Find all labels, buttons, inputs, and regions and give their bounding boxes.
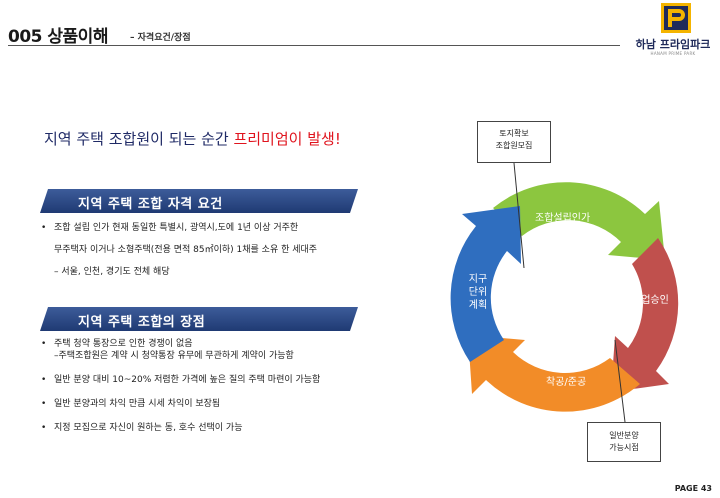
cycle-segment-red [611, 238, 679, 392]
cycle-segment-blue [450, 206, 521, 362]
item-subline: –주택조합원은 계약 시 청약통장 유무에 무관하게 계약이 가능함 [54, 351, 294, 361]
segment-label-blue: 지구 단위 계획 [468, 274, 488, 311]
item-line: 주택 청약 통장으로 인한 경쟁이 없음 [54, 339, 193, 349]
list-item: 지정 모집으로 자신이 원하는 동, 호수 선택이 가능 [40, 422, 320, 434]
list-item: 일반 분양과의 차익 만큼 시세 차익이 보장됨 [40, 398, 320, 410]
callout-pointer-bottom [614, 339, 626, 423]
headline: 지역 주택 조합원이 되는 순간 프리미엄이 발생! [44, 128, 341, 149]
list-item: 일반 분양 대비 10~20% 저렴한 가격에 높은 질의 주택 마련이 가능함 [40, 374, 320, 386]
header-divider [8, 45, 620, 46]
callout-pointer-top [513, 162, 525, 269]
page-number: PAGE 43 [674, 484, 712, 493]
headline-accent: 프리미엄이 발생! [233, 130, 341, 148]
callout-land-acquisition: 토지확보 조합원모집 [477, 121, 551, 163]
segment-label-green: 조합설립인가 [535, 213, 591, 224]
advantages-title: 지역 주택 조합의 장점 [78, 315, 206, 330]
banner-shape [40, 189, 358, 213]
list-item: – 서울, 인천, 경기도 전체 해당 [54, 267, 170, 277]
logo-mark-icon [661, 3, 691, 33]
process-cycle-diagram [450, 162, 679, 423]
item-line: 지정 모집으로 자신이 원하는 동, 호수 선택이 가능 [54, 423, 243, 433]
logo-tagline: HANAM PRIME PARK [650, 51, 696, 56]
cycle-segment-orange [468, 335, 640, 412]
callout-line: 토지확보 [499, 129, 529, 138]
list-item: 조합 설립 인가 현재 동일한 특별시, 광역시,도에 1년 이상 거주한 [40, 221, 317, 243]
item-line: 일반 분양 대비 10~20% 저렴한 가격에 높은 질의 주택 마련이 가능함 [54, 375, 321, 385]
page-subtitle: – 자격요건/장점 [130, 33, 191, 43]
segment-label-orange: 착공/준공 [546, 377, 587, 388]
callout-line: 조합원모집 [495, 141, 533, 150]
advantages-list: 주택 청약 통장으로 인한 경쟁이 없음 –주택조합원은 계약 시 청약통장 유… [40, 338, 320, 446]
logo-name: 하남 프라임파크 [635, 38, 711, 51]
callout-general-sale: 일반분양 가능시점 [587, 422, 661, 462]
callout-line: 일반분양 [609, 431, 639, 440]
requirements-list: 조합 설립 인가 현재 동일한 특별시, 광역시,도에 1년 이상 거주한 무주… [40, 221, 317, 287]
item-line: 일반 분양과의 차익 만큼 시세 차익이 보장됨 [54, 399, 221, 409]
segment-label-red: 사업승인 [632, 295, 669, 306]
requirements-banner: 지역 주택 조합 자격 요건 [40, 189, 358, 213]
advantages-banner: 지역 주택 조합의 장점 [40, 307, 358, 331]
cycle-segment-green [493, 182, 665, 260]
requirements-title: 지역 주택 조합 자격 요건 [78, 197, 223, 212]
page-title: 005 상품이해 [8, 27, 108, 47]
headline-lead: 지역 주택 조합원이 되는 순간 [44, 130, 234, 148]
callout-line: 가능시점 [609, 443, 639, 452]
list-item: 무주택자 이거나 소형주택(전용 면적 85㎡이하) 1채를 소유 한 세대주 [54, 245, 318, 255]
list-item: 주택 청약 통장으로 인한 경쟁이 없음 –주택조합원은 계약 시 청약통장 유… [40, 338, 320, 362]
banner-shape [40, 307, 358, 331]
